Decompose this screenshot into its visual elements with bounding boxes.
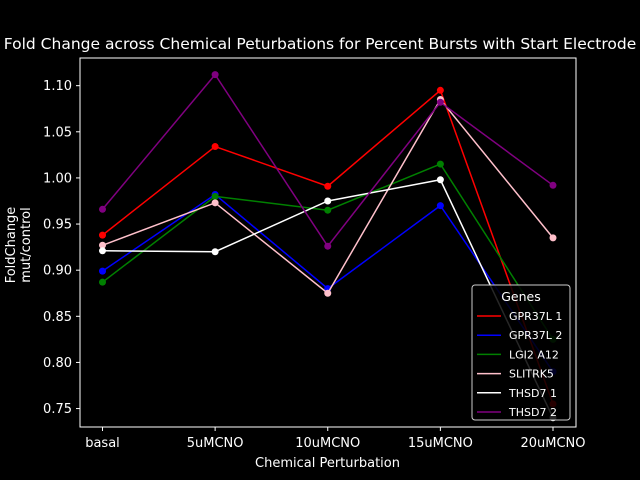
legend-frame: [471, 284, 571, 421]
data-point[interactable]: [211, 192, 219, 200]
x-tick-label: 15uMCNO: [408, 436, 473, 451]
data-point[interactable]: [324, 197, 332, 205]
data-point[interactable]: [436, 160, 444, 168]
data-point[interactable]: [549, 181, 557, 189]
chart-title: Fold Change across Chemical Peturbations…: [4, 35, 636, 53]
data-point[interactable]: [99, 231, 106, 239]
legend-label: LGI2 A12: [509, 348, 559, 361]
y-axis-label-line: FoldChange: [4, 207, 19, 284]
y-tick-label: 0.85: [43, 310, 72, 325]
data-point[interactable]: [211, 71, 219, 79]
y-tick-label: 0.80: [43, 356, 72, 371]
legend[interactable]: Genes GPR37L 1 GPR37L 2 LGI2 A12 SLITRK5 THSD…: [471, 284, 571, 421]
data-point[interactable]: [436, 202, 444, 210]
legend-title: Genes: [501, 289, 541, 304]
data-point[interactable]: [324, 182, 332, 190]
y-tick-label: 1.00: [43, 171, 72, 186]
data-point[interactable]: [324, 242, 332, 250]
legend-item[interactable]: SLITRK5: [477, 368, 554, 381]
data-point[interactable]: [324, 289, 332, 297]
y-tick-label: 0.75: [43, 402, 72, 417]
data-point[interactable]: [549, 234, 557, 242]
legend-item[interactable]: GPR37L 2: [477, 329, 562, 342]
series-thsd7-2: [99, 71, 557, 250]
x-tick-label: 10uMCNO: [295, 436, 360, 451]
data-point[interactable]: [436, 98, 444, 106]
y-axis-label-line: mut/control: [19, 207, 34, 282]
legend-label: THSD7 2: [508, 406, 557, 419]
y-tick-label: 1.05: [43, 125, 72, 140]
x-axis: basal 5uMCNO 10uMCNO 15uMCNO 20uMCNO: [85, 427, 586, 451]
data-point[interactable]: [324, 206, 332, 214]
data-point[interactable]: [99, 205, 106, 213]
x-tick-label: basal: [85, 436, 120, 451]
legend-label: GPR37L 2: [509, 329, 562, 342]
data-point[interactable]: [99, 241, 106, 249]
series-slitrk5: [99, 96, 557, 297]
data-point[interactable]: [436, 176, 444, 184]
data-point[interactable]: [436, 86, 444, 94]
data-point[interactable]: [99, 247, 106, 255]
legend-label: THSD7 1: [508, 387, 557, 400]
x-tick-label: 20uMCNO: [520, 436, 585, 451]
legend-item[interactable]: THSD7 1: [477, 387, 557, 400]
y-tick-label: 1.10: [43, 79, 72, 94]
y-tick-label: 0.95: [43, 218, 72, 233]
legend-label: GPR37L 1: [509, 310, 562, 323]
y-axis-label: FoldChange mut/control: [4, 207, 34, 284]
data-point[interactable]: [99, 267, 106, 275]
x-tick-label: 5uMCNO: [187, 436, 244, 451]
legend-label: SLITRK5: [509, 368, 554, 381]
y-tick-label: 0.90: [43, 264, 72, 279]
y-axis: 0.75 0.80 0.85 0.90 0.95 1.00 1.05 1.10: [43, 79, 80, 417]
legend-item[interactable]: THSD7 2: [477, 406, 557, 419]
data-point[interactable]: [211, 248, 219, 256]
x-axis-label: Chemical Perturbation: [255, 456, 400, 471]
data-point[interactable]: [211, 199, 219, 207]
data-point[interactable]: [211, 143, 219, 151]
legend-item[interactable]: LGI2 A12: [477, 348, 559, 361]
legend-item[interactable]: GPR37L 1: [477, 310, 562, 323]
data-point[interactable]: [99, 278, 106, 286]
